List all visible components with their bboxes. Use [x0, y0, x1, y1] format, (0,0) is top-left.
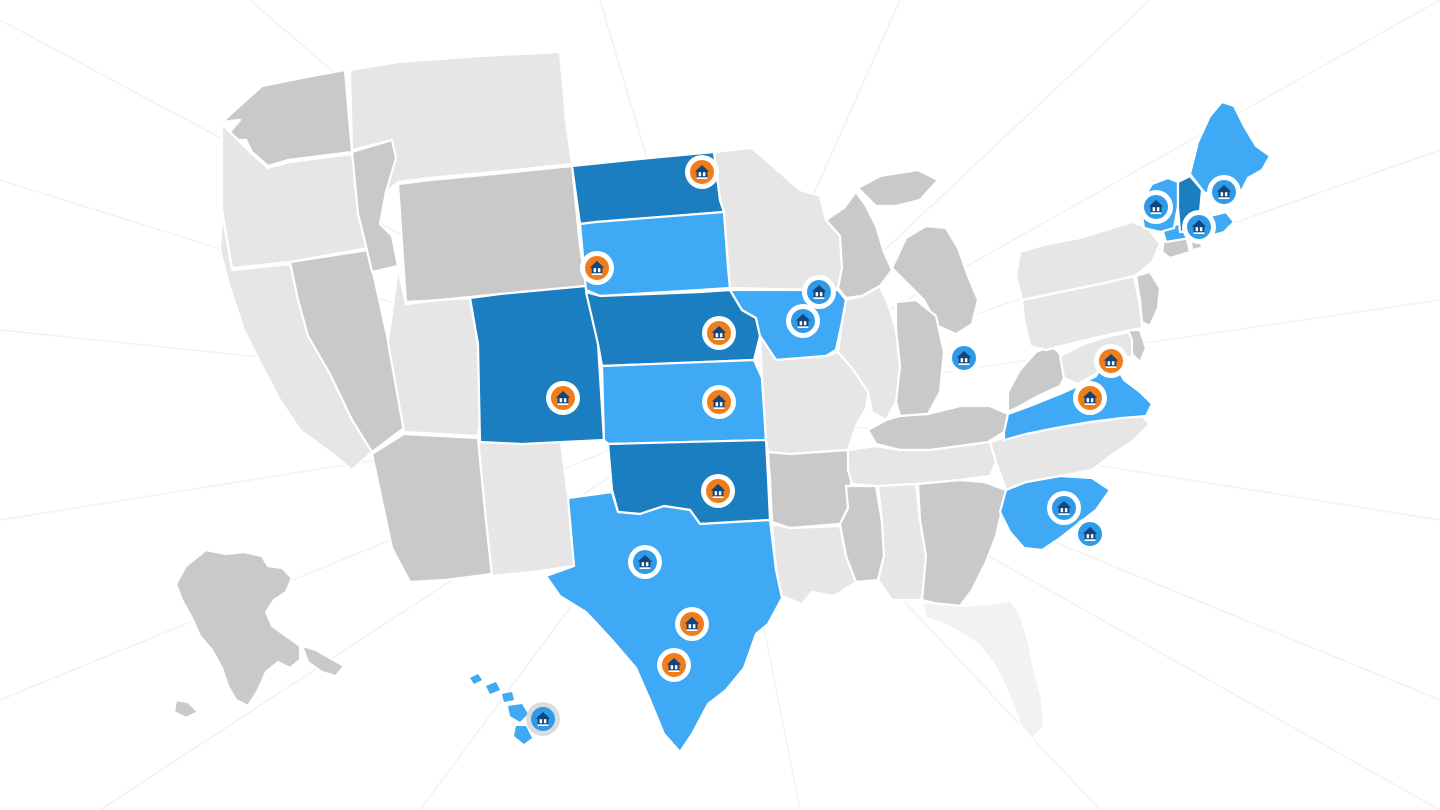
house-pin-icon — [952, 346, 976, 370]
state-alaska[interactable] — [172, 548, 346, 720]
house-icon — [1191, 220, 1207, 234]
state-delaware[interactable] — [1126, 328, 1148, 364]
house-pin-icon — [791, 309, 815, 333]
house-pin-icon — [633, 550, 657, 574]
state-colorado[interactable] — [468, 284, 606, 446]
states-layer — [172, 50, 1272, 754]
state-wisconsin[interactable] — [824, 190, 894, 300]
state-nevada[interactable] — [288, 248, 406, 454]
marker-texas-1[interactable] — [628, 545, 662, 579]
state-michigan[interactable] — [856, 168, 980, 336]
house-pin-icon — [1052, 496, 1076, 520]
state-new-york[interactable] — [1014, 220, 1162, 302]
state-indiana[interactable] — [894, 298, 946, 418]
house-pin-icon — [706, 479, 730, 503]
marker-colorado-1[interactable] — [546, 381, 580, 415]
marker-hawaii-1[interactable] — [526, 702, 560, 736]
marker-iowa-1[interactable] — [802, 275, 836, 309]
state-minnesota[interactable] — [712, 146, 844, 292]
house-pin-icon — [585, 256, 609, 280]
marker-oklahoma-1[interactable] — [701, 474, 735, 508]
house-icon — [1216, 185, 1232, 199]
house-icon — [535, 712, 551, 726]
house-icon — [1056, 501, 1072, 515]
marker-texas-2[interactable] — [675, 607, 709, 641]
state-arkansas[interactable] — [766, 448, 854, 530]
house-icon — [666, 658, 682, 672]
house-icon — [694, 165, 710, 179]
marker-south-carolina-1[interactable] — [1047, 491, 1081, 525]
state-wyoming[interactable] — [396, 164, 588, 304]
house-pin-icon — [531, 707, 555, 731]
marker-maine-1[interactable] — [1207, 175, 1241, 209]
house-pin-icon — [1078, 386, 1102, 410]
house-pin-icon — [807, 280, 831, 304]
house-icon — [1082, 527, 1098, 541]
state-florida[interactable] — [920, 598, 1046, 742]
state-texas[interactable] — [544, 490, 784, 754]
state-montana[interactable] — [348, 50, 574, 194]
house-pin-icon — [1144, 195, 1168, 219]
marker-south-dakota-1[interactable] — [580, 251, 614, 285]
state-tennessee[interactable] — [846, 440, 998, 488]
marker-nebraska-1[interactable] — [702, 316, 736, 350]
house-icon — [811, 285, 827, 299]
marker-south-carolina-2[interactable] — [1073, 517, 1107, 551]
state-kentucky[interactable] — [866, 404, 1010, 452]
marker-iowa-2[interactable] — [786, 304, 820, 338]
state-new-jersey[interactable] — [1134, 270, 1162, 328]
house-icon — [711, 326, 727, 340]
state-kansas[interactable] — [600, 358, 768, 446]
house-icon — [1103, 354, 1119, 368]
state-illinois[interactable] — [836, 284, 902, 422]
house-icon — [711, 395, 727, 409]
house-pin-icon — [1187, 215, 1211, 239]
house-icon — [1148, 200, 1164, 214]
house-icon — [795, 314, 811, 328]
house-pin-icon — [1099, 349, 1123, 373]
house-icon — [684, 617, 700, 631]
house-pin-icon — [1212, 180, 1236, 204]
marker-north-dakota-1[interactable] — [685, 155, 719, 189]
house-pin-icon — [662, 653, 686, 677]
house-icon — [555, 391, 571, 405]
marker-texas-3[interactable] — [657, 648, 691, 682]
house-pin-icon — [690, 160, 714, 184]
house-pin-icon — [551, 386, 575, 410]
house-pin-icon — [707, 390, 731, 414]
marker-ohio-1[interactable] — [947, 341, 981, 375]
marker-kansas-1[interactable] — [702, 385, 736, 419]
house-icon — [1082, 391, 1098, 405]
house-pin-icon — [680, 612, 704, 636]
marker-vermont-1[interactable] — [1139, 190, 1173, 224]
house-icon — [956, 351, 972, 365]
state-new-mexico[interactable] — [476, 432, 576, 578]
state-missouri[interactable] — [758, 334, 872, 456]
house-icon — [710, 484, 726, 498]
marker-massachusetts-1[interactable] — [1182, 210, 1216, 244]
house-pin-icon — [707, 321, 731, 345]
state-arizona[interactable] — [370, 432, 494, 584]
house-icon — [589, 261, 605, 275]
state-hawaii[interactable] — [470, 674, 532, 744]
marker-virginia-2[interactable] — [1073, 381, 1107, 415]
state-georgia[interactable] — [916, 478, 1008, 608]
house-pin-icon — [1078, 522, 1102, 546]
house-icon — [637, 555, 653, 569]
marker-virginia-1[interactable] — [1094, 344, 1128, 378]
